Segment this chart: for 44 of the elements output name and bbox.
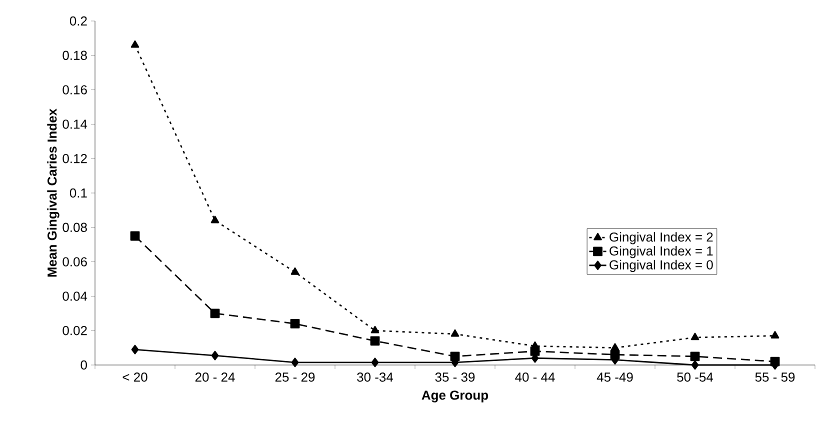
- point: [210, 216, 220, 224]
- x-tick-label: 30 -34: [357, 372, 394, 382]
- point: [130, 40, 140, 48]
- legend-label: Gingival Index = 1: [610, 246, 713, 258]
- point: [530, 346, 540, 356]
- y-tick-label: 0.18: [62, 50, 87, 60]
- point: [370, 326, 380, 334]
- point: [690, 332, 700, 340]
- point: [371, 358, 379, 368]
- y-tick-label: 0.1: [70, 188, 87, 198]
- y-axis-title: Mean Gingival Caries Index: [47, 108, 60, 277]
- point: [130, 231, 140, 241]
- y-tick-label: 0: [80, 360, 87, 370]
- y-tick-label: 0.02: [62, 326, 87, 336]
- x-tick-label: 55 - 59: [755, 372, 795, 382]
- x-tick-label: < 20: [122, 372, 148, 382]
- y-tick-label: 0.2: [70, 16, 87, 26]
- y-tick-label: 0.14: [62, 120, 88, 129]
- y-tick-label: 0.12: [62, 154, 87, 164]
- legend-label: Gingival Index = 0: [610, 260, 713, 272]
- legend-label: Gingival Index = 2: [610, 232, 713, 244]
- y-tick-label: 0.08: [62, 222, 87, 232]
- point: [290, 267, 300, 275]
- y-tick-label: 0.06: [62, 257, 87, 266]
- x-axis-title: Age Group: [422, 390, 488, 402]
- point: [610, 343, 620, 350]
- point: [131, 344, 139, 354]
- point: [290, 319, 300, 328]
- point: [370, 336, 380, 346]
- point: [210, 308, 220, 318]
- y-tick-label: 0.16: [62, 85, 87, 94]
- x-tick-label: 40 - 44: [515, 372, 555, 382]
- point: [690, 352, 700, 362]
- point: [211, 350, 219, 360]
- x-tick-label: 20 - 24: [195, 372, 235, 382]
- x-tick-label: 45 -49: [596, 372, 633, 382]
- point: [291, 358, 299, 368]
- point: [450, 329, 460, 337]
- x-tick-label: 35 - 39: [435, 372, 475, 382]
- x-tick-label: 50 -54: [677, 372, 714, 382]
- point: [770, 331, 780, 338]
- y-tick-label: 0.04: [62, 292, 88, 301]
- point: [691, 360, 699, 370]
- x-tick-label: 25 - 29: [275, 372, 315, 382]
